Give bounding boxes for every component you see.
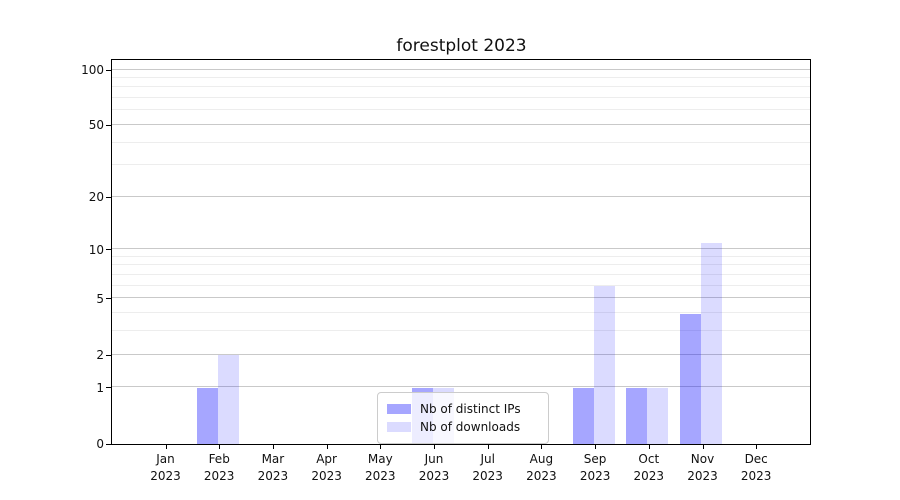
bar-distinct-ips	[626, 387, 648, 444]
y-gridline-minor	[112, 164, 810, 166]
x-tick-mark	[165, 444, 167, 449]
y-tick-label: 5	[96, 291, 104, 306]
y-tick-label: 100	[81, 63, 104, 77]
x-tick-mark	[595, 444, 597, 449]
y-gridline-major	[112, 195, 810, 197]
legend: Nb of distinct IPs Nb of downloads	[377, 392, 549, 444]
y-tick-mark	[106, 249, 112, 251]
plot-area	[111, 59, 811, 445]
bar-distinct-ips	[572, 387, 594, 444]
y-tick-label: 20	[88, 190, 104, 205]
x-tick-mark	[434, 444, 435, 449]
bar-downloads	[647, 387, 669, 444]
x-tick-label: Dec 2023	[740, 452, 772, 483]
y-tick-mark	[106, 387, 112, 389]
y-gridline-minor	[112, 264, 810, 266]
bar-distinct-ips	[196, 387, 218, 444]
y-tick-mark	[106, 298, 112, 300]
y-tick-mark	[106, 196, 112, 198]
y-gridline-major	[112, 353, 810, 355]
y-gridline-minor	[112, 274, 810, 275]
y-tick-label: 50	[88, 118, 104, 133]
x-tick-label: Mar 2023	[257, 452, 289, 483]
legend-label: Nb of distinct IPs	[420, 402, 521, 416]
x-tick-label: Nov 2023	[687, 452, 718, 483]
y-tick-mark	[106, 69, 112, 71]
y-gridline-minor	[112, 109, 810, 111]
legend-swatch-distinct-ips	[387, 404, 411, 414]
legend-swatch-downloads	[387, 422, 411, 432]
bar-distinct-ips	[680, 313, 701, 444]
legend-entry-distinct-ips: Nb of distinct IPs	[387, 401, 539, 417]
chart-title: forestplot 2023	[396, 36, 527, 56]
y-gridline-minor	[112, 255, 810, 257]
x-tick-label: May 2023	[365, 452, 396, 483]
x-tick-mark	[219, 444, 221, 449]
y-gridline-minor	[112, 141, 810, 143]
bar-downloads	[701, 242, 722, 444]
y-tick-label: 0	[96, 437, 104, 451]
x-tick-mark	[380, 444, 382, 449]
bar-downloads	[593, 286, 615, 444]
x-tick-label: Jul 2023	[472, 452, 503, 483]
y-gridline-major	[112, 123, 810, 125]
x-tick-label: Aug 2023	[526, 452, 557, 483]
y-gridline-major	[112, 297, 810, 299]
x-tick-label: Jun 2023	[418, 452, 450, 483]
x-tick-label: Jan 2023	[150, 452, 181, 483]
y-tick-label: 1	[96, 380, 104, 395]
y-gridline-minor	[112, 284, 810, 286]
y-gridline-minor	[112, 76, 810, 78]
y-gridline-major	[112, 386, 810, 388]
x-tick-mark	[487, 444, 489, 449]
y-gridline-minor	[112, 86, 810, 88]
y-gridline-minor	[112, 97, 810, 99]
bar-downloads	[217, 355, 239, 444]
x-tick-label: Sep 2023	[579, 452, 611, 483]
y-tick-mark	[106, 443, 112, 445]
x-tick-label: Feb 2023	[203, 452, 235, 483]
y-gridline-minor	[112, 312, 810, 314]
y-tick-label: 2	[96, 348, 104, 362]
y-gridline-major	[112, 248, 810, 250]
x-tick-mark	[541, 444, 543, 449]
x-tick-mark	[756, 444, 758, 449]
y-tick-label: 10	[88, 242, 104, 257]
x-tick-label: Apr 2023	[311, 452, 342, 483]
legend-entry-downloads: Nb of downloads	[387, 419, 539, 435]
y-gridline-major	[112, 68, 810, 70]
x-tick-mark	[326, 444, 328, 449]
y-tick-mark	[106, 354, 112, 356]
legend-label: Nb of downloads	[420, 420, 521, 434]
x-tick-mark	[702, 444, 704, 449]
x-tick-mark	[648, 444, 650, 449]
x-tick-mark	[272, 444, 274, 449]
x-tick-label: Oct 2023	[633, 452, 665, 483]
y-gridline-minor	[112, 330, 810, 332]
y-tick-mark	[106, 124, 112, 126]
